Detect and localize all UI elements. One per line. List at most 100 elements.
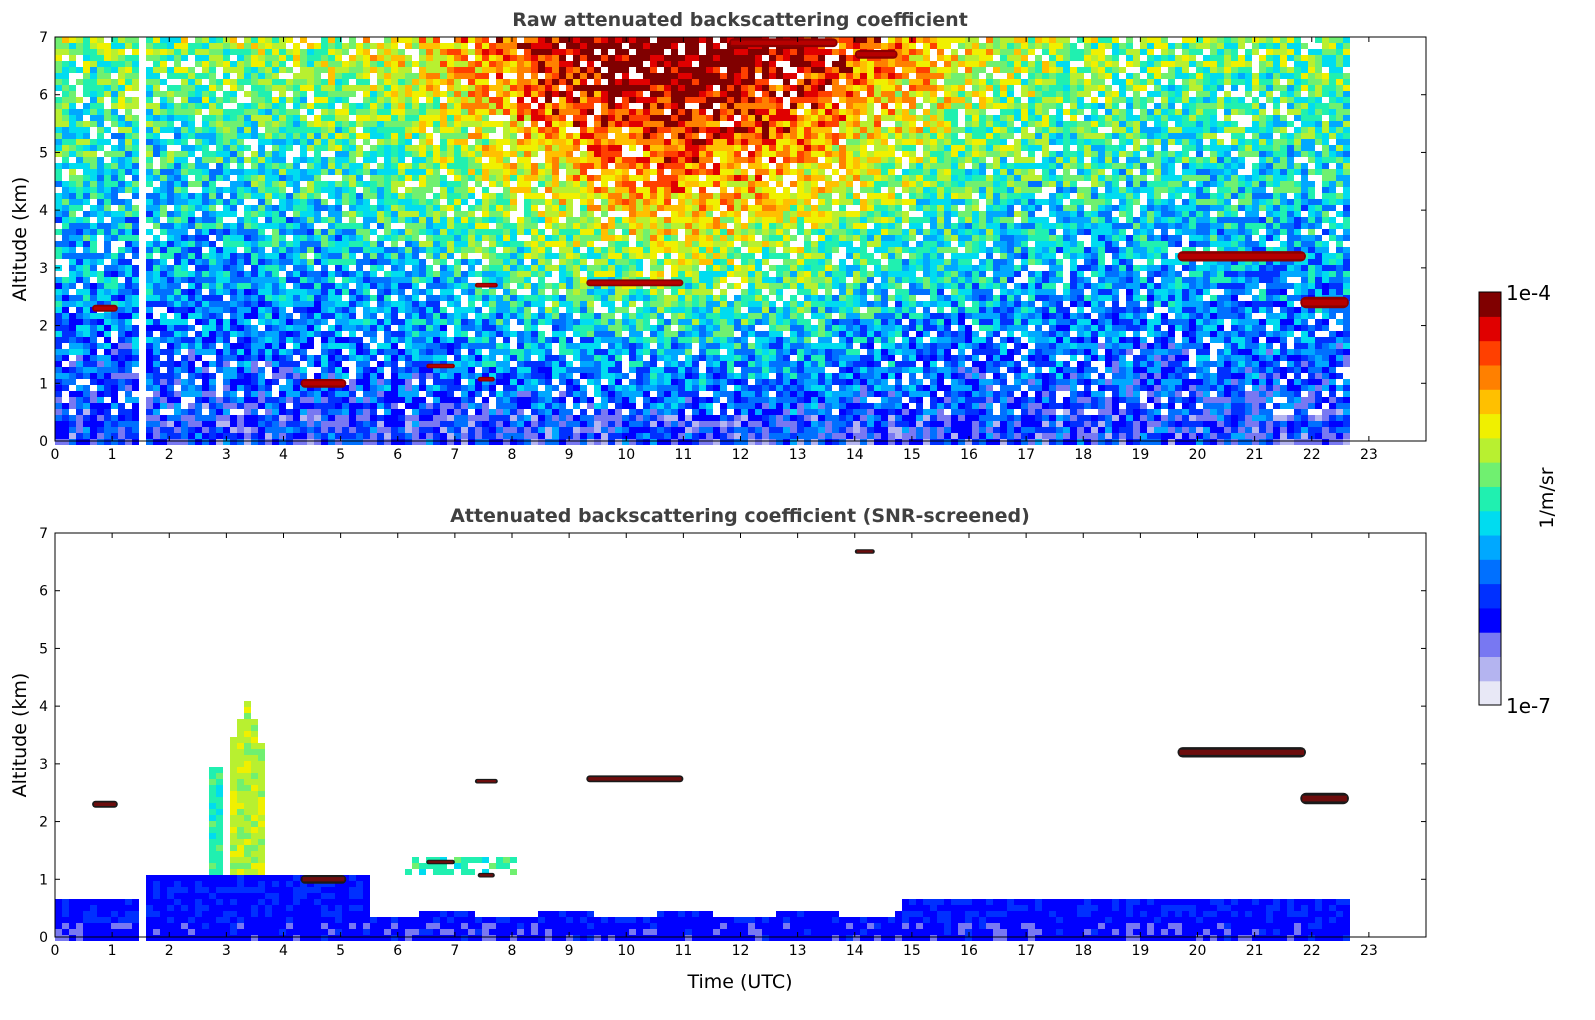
backscatter-cell <box>559 61 566 67</box>
backscatter-cell <box>237 193 244 199</box>
backscatter-cell <box>279 247 286 253</box>
backscatter-cell <box>398 181 405 187</box>
backscatter-cell <box>405 403 412 409</box>
backscatter-cell <box>391 85 398 91</box>
backscatter-cell <box>475 151 482 157</box>
backscatter-cell <box>524 205 531 211</box>
backscatter-cell <box>104 277 111 283</box>
backscatter-cell <box>125 295 132 301</box>
backscatter-cell <box>531 139 538 145</box>
backscatter-cell <box>69 361 76 367</box>
backscatter-cell <box>202 145 209 151</box>
backscatter-cell <box>496 157 503 163</box>
backscatter-cell <box>76 325 83 331</box>
backscatter-cell <box>293 349 300 355</box>
backscatter-cell <box>503 379 510 385</box>
backscatter-cell <box>174 439 181 445</box>
backscatter-cell <box>454 325 461 331</box>
backscatter-cell <box>55 331 62 337</box>
backscatter-cell <box>601 97 608 103</box>
backscatter-cell <box>286 277 293 283</box>
backscatter-cell <box>433 67 440 73</box>
backscatter-cell <box>524 229 531 235</box>
backscatter-cell <box>489 97 496 103</box>
backscatter-cell <box>412 343 419 349</box>
backscatter-cell <box>622 139 629 145</box>
backscatter-cell <box>90 109 97 115</box>
backscatter-cell <box>251 37 258 43</box>
backscatter-cell <box>251 331 258 337</box>
backscatter-cell <box>398 49 405 55</box>
backscatter-cell <box>97 85 104 91</box>
backscatter-cell <box>370 229 377 235</box>
backscatter-cell <box>370 85 377 91</box>
backscatter-cell <box>265 289 272 295</box>
backscatter-cell <box>349 295 356 301</box>
backscatter-cell <box>566 247 573 253</box>
backscatter-cell <box>237 163 244 169</box>
backscatter-cell <box>573 43 580 49</box>
backscatter-cell <box>279 61 286 67</box>
backscatter-cell <box>279 139 286 145</box>
backscatter-cell <box>174 259 181 265</box>
backscatter-cell <box>55 145 62 151</box>
backscatter-cell <box>349 259 356 265</box>
backscatter-cell <box>601 247 608 253</box>
backscatter-cell <box>412 235 419 241</box>
backscatter-cell <box>188 313 195 319</box>
backscatter-cell <box>356 205 363 211</box>
backscatter-cell <box>496 175 503 181</box>
backscatter-cell <box>181 187 188 193</box>
backscatter-cell <box>524 163 531 169</box>
backscatter-cell <box>335 109 342 115</box>
backscatter-cell <box>321 433 328 439</box>
backscatter-cell <box>335 367 342 373</box>
backscatter-cell <box>216 145 223 151</box>
backscatter-cell <box>475 79 482 85</box>
backscatter-cell <box>286 439 293 445</box>
backscatter-cell <box>454 151 461 157</box>
backscatter-cell <box>384 67 391 73</box>
backscatter-cell <box>314 205 321 211</box>
backscatter-cell <box>321 415 328 421</box>
backscatter-cell <box>503 319 510 325</box>
backscatter-cell <box>69 313 76 319</box>
backscatter-cell <box>356 211 363 217</box>
backscatter-cell <box>454 43 461 49</box>
backscatter-cell <box>181 145 188 151</box>
backscatter-cell <box>321 307 328 313</box>
backscatter-cell <box>181 313 188 319</box>
backscatter-cell <box>496 97 503 103</box>
backscatter-cell <box>307 343 314 349</box>
backscatter-cell <box>405 205 412 211</box>
backscatter-cell <box>489 427 496 433</box>
backscatter-cell <box>230 109 237 115</box>
backscatter-cell <box>146 175 153 181</box>
backscatter-cell <box>370 43 377 49</box>
backscatter-cell <box>293 211 300 217</box>
backscatter-cell <box>440 433 447 439</box>
backscatter-cell <box>573 331 580 337</box>
backscatter-cell <box>279 367 286 373</box>
backscatter-cell <box>230 289 237 295</box>
backscatter-cell <box>132 331 139 337</box>
backscatter-cell <box>230 307 237 313</box>
backscatter-cell <box>181 361 188 367</box>
backscatter-cell <box>328 43 335 49</box>
backscatter-cell <box>293 85 300 91</box>
backscatter-cell <box>538 49 545 55</box>
backscatter-cell <box>412 187 419 193</box>
backscatter-cell <box>167 151 174 157</box>
backscatter-cell <box>223 265 230 271</box>
backscatter-cell <box>55 355 62 361</box>
backscatter-cell <box>370 277 377 283</box>
backscatter-cell <box>580 133 587 139</box>
backscatter-cell <box>622 229 629 235</box>
backscatter-cell <box>475 49 482 55</box>
backscatter-cell <box>629 367 636 373</box>
backscatter-cell <box>293 61 300 67</box>
backscatter-cell <box>104 151 111 157</box>
backscatter-cell <box>314 91 321 97</box>
backscatter-cell <box>622 37 629 43</box>
backscatter-cell <box>223 403 230 409</box>
